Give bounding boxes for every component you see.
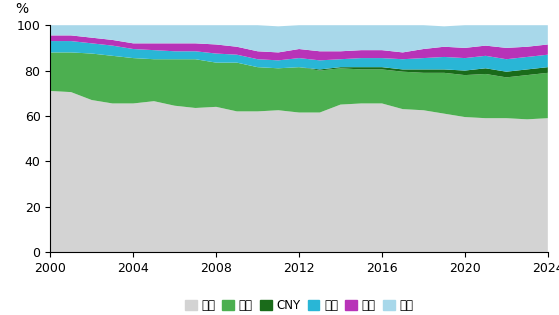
Legend: 美元, 欧元, CNY, 日元, 英镑, 其他: 美元, 欧元, CNY, 日元, 英镑, 其他 <box>180 294 418 315</box>
Text: %: % <box>16 2 29 16</box>
